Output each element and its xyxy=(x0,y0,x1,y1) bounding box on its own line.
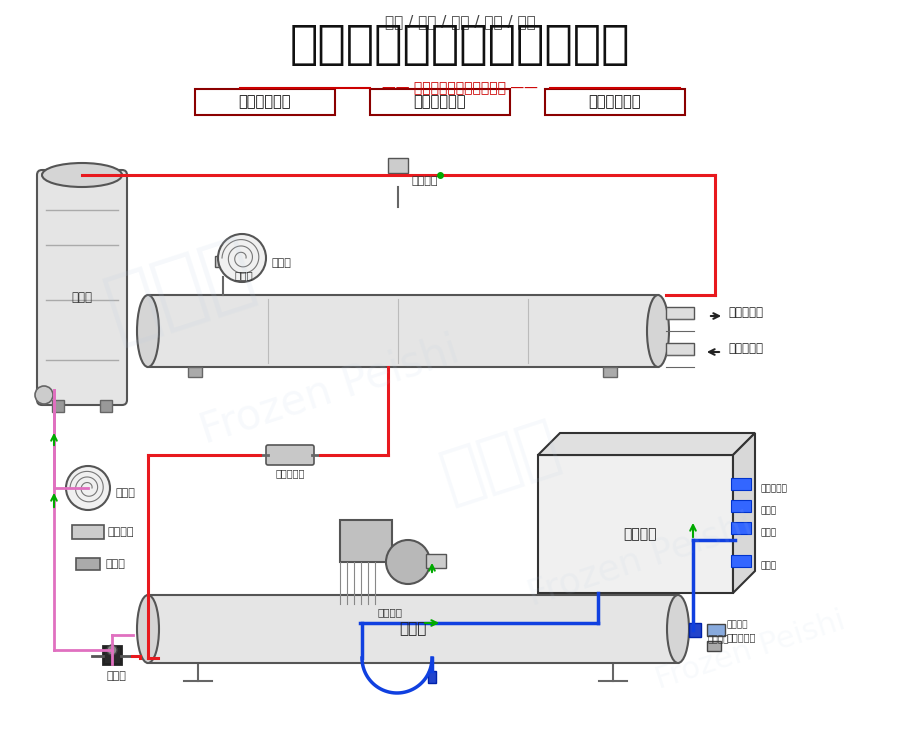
Bar xyxy=(544,89,685,115)
Text: Frozen Peishi: Frozen Peishi xyxy=(195,329,464,452)
FancyBboxPatch shape xyxy=(37,170,127,405)
Bar xyxy=(76,558,100,570)
Bar xyxy=(52,400,64,412)
Bar xyxy=(103,646,121,664)
Text: 干燥过滤器: 干燥过滤器 xyxy=(275,468,304,478)
Polygon shape xyxy=(732,433,754,593)
Ellipse shape xyxy=(137,295,159,367)
Text: 冷却水出水: 冷却水出水 xyxy=(727,306,762,320)
Ellipse shape xyxy=(137,595,159,663)
Bar xyxy=(665,343,693,355)
Bar xyxy=(187,367,202,377)
Polygon shape xyxy=(538,433,754,455)
Text: 佩诗机电丨高质量的引领者: 佩诗机电丨高质量的引领者 xyxy=(289,23,630,68)
Bar xyxy=(731,500,750,512)
Ellipse shape xyxy=(646,295,668,367)
Bar xyxy=(100,400,112,412)
Text: —— 提供定制化制冷解决方案 ——: —— 提供定制化制冷解决方案 —— xyxy=(381,81,538,95)
Text: 压缩机: 压缩机 xyxy=(72,291,93,304)
Circle shape xyxy=(66,466,110,510)
Text: Frozen Peishi: Frozen Peishi xyxy=(523,508,755,612)
Ellipse shape xyxy=(666,595,688,663)
Text: 源头制造厂家: 源头制造厂家 xyxy=(588,95,641,110)
Circle shape xyxy=(218,234,266,282)
Text: 溢水口: 溢水口 xyxy=(760,528,777,537)
Text: 水流开关: 水流开关 xyxy=(726,620,748,629)
Text: 感温探头: 感温探头 xyxy=(708,636,729,645)
Text: 冷冻水入口: 冷冻水入口 xyxy=(760,484,787,493)
Text: 低压表: 低压表 xyxy=(116,488,136,498)
Bar xyxy=(215,256,231,267)
Text: 高压开关: 高压开关 xyxy=(412,176,438,186)
Text: 免费方案设计: 免费方案设计 xyxy=(414,95,466,110)
Ellipse shape xyxy=(42,163,122,187)
Text: 高压表: 高压表 xyxy=(272,258,291,268)
Text: 循环水箱: 循环水箱 xyxy=(623,527,656,541)
Bar xyxy=(665,307,693,319)
Bar xyxy=(72,525,104,539)
Text: 低压开关: 低压开关 xyxy=(108,527,134,537)
Bar xyxy=(427,671,436,683)
Text: 冷却水回水: 冷却水回水 xyxy=(727,343,762,356)
Text: Frozen Peishi: Frozen Peishi xyxy=(651,606,847,695)
Bar xyxy=(731,555,750,567)
Text: 研发 / 生产 / 销售 / 安装 / 售后: 研发 / 生产 / 销售 / 安装 / 售后 xyxy=(384,15,535,29)
Bar xyxy=(688,623,700,637)
Circle shape xyxy=(107,645,117,655)
Text: 佩风诗: 佩风诗 xyxy=(432,410,567,510)
Bar xyxy=(388,158,407,173)
Bar xyxy=(148,295,657,367)
Bar xyxy=(340,520,391,562)
Text: 排水口: 排水口 xyxy=(760,562,777,570)
Text: 膨胀阀: 膨胀阀 xyxy=(107,671,127,681)
Text: 冷冻水出口: 冷冻水出口 xyxy=(726,632,755,642)
Text: 专注工业制冷: 专注工业制冷 xyxy=(239,95,291,110)
Circle shape xyxy=(386,540,429,584)
Polygon shape xyxy=(538,455,732,593)
Circle shape xyxy=(35,386,53,404)
Text: 循环水泵: 循环水泵 xyxy=(377,607,403,617)
Bar xyxy=(731,478,750,490)
Bar xyxy=(148,595,677,663)
Bar xyxy=(602,367,617,377)
Text: 安全阀: 安全阀 xyxy=(234,270,254,280)
Bar xyxy=(369,89,509,115)
Bar xyxy=(706,624,724,636)
Bar xyxy=(731,522,750,534)
Text: 蒸发器: 蒸发器 xyxy=(399,622,426,637)
Bar xyxy=(706,641,720,651)
FancyBboxPatch shape xyxy=(266,445,313,465)
Bar xyxy=(195,89,335,115)
Text: 佩风诗: 佩风诗 xyxy=(96,229,264,351)
Text: 补水口: 补水口 xyxy=(760,506,777,515)
Bar xyxy=(425,554,446,568)
Text: 加氟嘴: 加氟嘴 xyxy=(106,559,126,569)
